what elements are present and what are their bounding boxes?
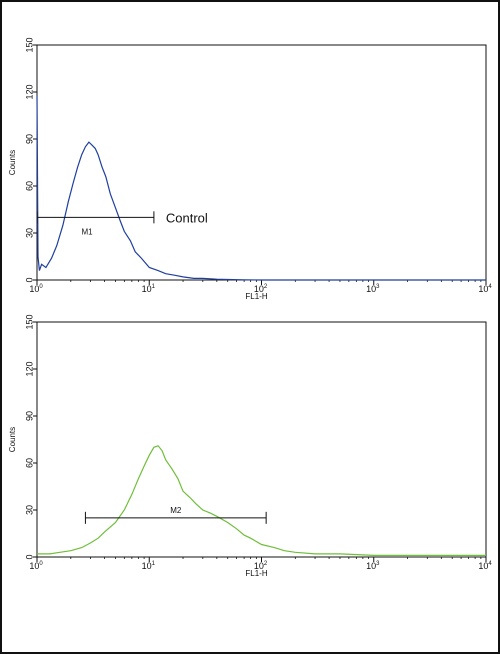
x-tick-label: 102 (254, 284, 268, 294)
histogram-series-line (36, 95, 486, 281)
y-tick-label: 0 (24, 277, 34, 282)
x-tick-label: 102 (254, 561, 268, 571)
top-histogram-panel: 0 30 60 90 120 150 100 101 102 103 104 Counts FL1-H M… (8, 37, 492, 301)
y-tick-label: 0 (24, 554, 34, 559)
plot-area-border (36, 321, 487, 558)
bottom-histogram-panel: 0 30 60 90 120 150 100 101 102 103 104 Counts FL1-H M… (8, 314, 492, 578)
y-axis-label: Counts (8, 150, 17, 175)
y-axis-label: Counts (8, 427, 17, 452)
y-tick-label: 120 (24, 361, 34, 376)
x-tick-label: 104 (478, 284, 492, 294)
y-tick-label: 60 (24, 181, 34, 191)
x-axis-label: FL1-H (245, 569, 267, 578)
x-tick-label: 103 (366, 561, 380, 571)
y-tick-label: 90 (24, 411, 34, 421)
x-tick-label: 103 (366, 284, 380, 294)
plot-area-border (36, 44, 487, 281)
x-axis-label: FL1-H (245, 292, 267, 301)
x-tick-label: 104 (478, 561, 492, 571)
y-tick-label: 90 (24, 134, 34, 144)
gate-marker-label: M1 (81, 227, 93, 236)
x-tick-label: 100 (29, 561, 43, 571)
y-tick-label: 150 (24, 37, 34, 52)
sample-annotation: Control (166, 210, 208, 225)
x-tick-label: 101 (142, 284, 156, 294)
histogram-series-line (37, 445, 486, 557)
y-tick-label: 60 (24, 458, 34, 468)
y-tick-label: 30 (24, 505, 34, 515)
gate-marker-label: M2 (170, 506, 182, 515)
x-tick-label: 101 (142, 561, 156, 571)
y-tick-label: 150 (24, 314, 34, 329)
x-tick-label: 100 (29, 284, 43, 294)
y-tick-label: 120 (24, 84, 34, 99)
y-tick-label: 30 (24, 228, 34, 238)
